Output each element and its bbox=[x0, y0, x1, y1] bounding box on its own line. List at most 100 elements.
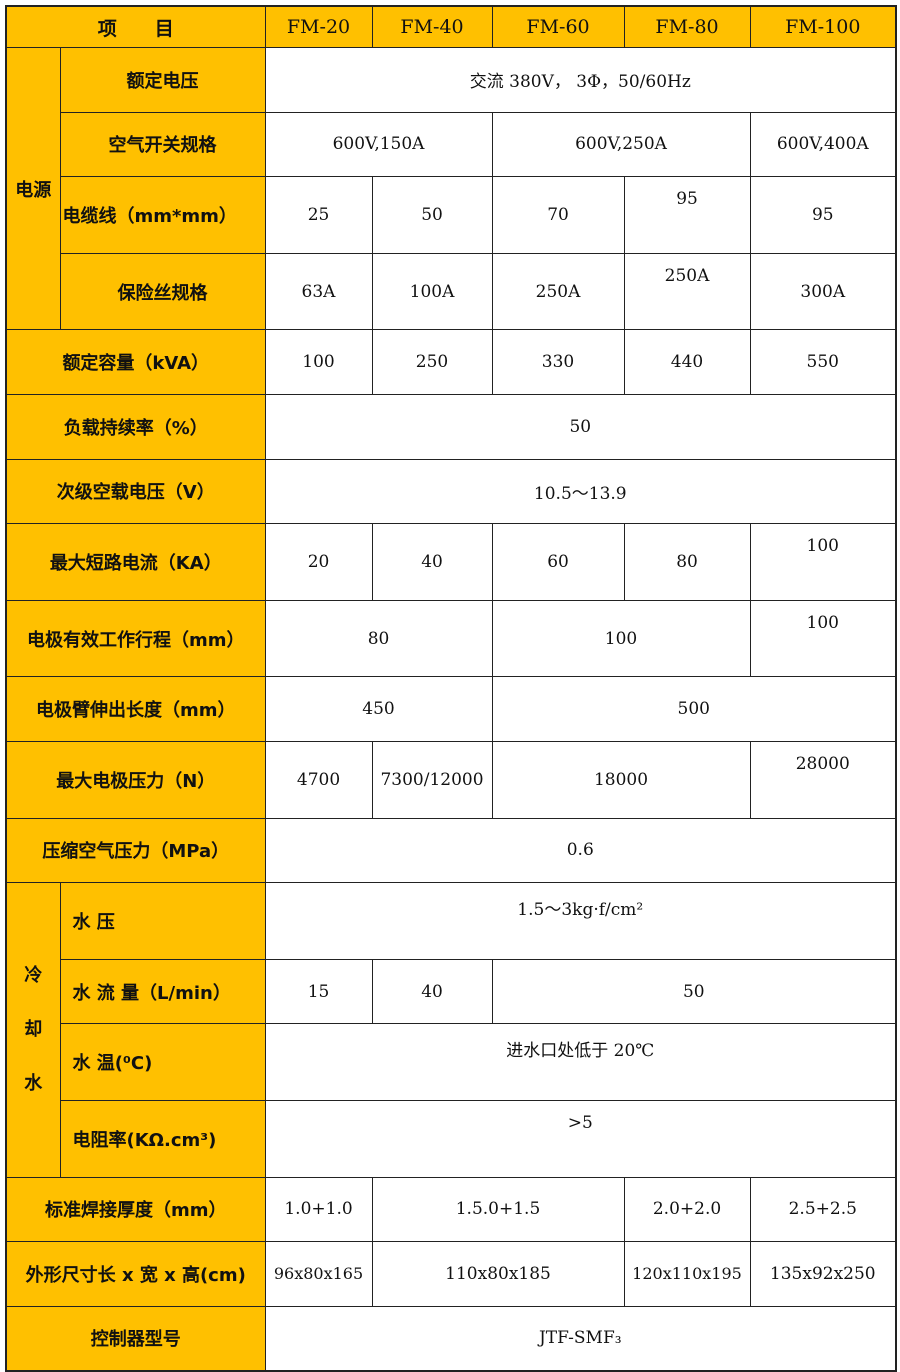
cell: 135x92x250 bbox=[749, 1241, 897, 1307]
cell: 120x110x195 bbox=[623, 1241, 751, 1307]
cell: 96x80x165 bbox=[264, 1241, 373, 1307]
row-label: 电缆线（mm*mm） bbox=[59, 176, 266, 254]
cell: 250A bbox=[623, 252, 751, 331]
cell: 20 bbox=[264, 523, 373, 601]
row-label: 额定电压 bbox=[59, 47, 266, 113]
cell: 28000 bbox=[749, 740, 897, 819]
table-row: 电极有效工作行程（mm） 80 100 100 bbox=[5, 599, 897, 678]
cell: 7300/12000 bbox=[371, 740, 493, 819]
spec-table: 项 目 FM-20 FM-40 FM-60 FM-80 FM-100 电源 额定… bbox=[5, 5, 898, 1372]
table-row: 电缆线（mm*mm） 25 50 70 95 95 bbox=[6, 176, 897, 254]
table-row: 电源 额定电压 交流 380V， 3Φ，50/60Hz bbox=[5, 46, 897, 331]
cell: 80 bbox=[264, 599, 493, 678]
table-row: 次级空载电压（V） 10.5～13.9 bbox=[5, 458, 897, 525]
cell: 0.6 bbox=[264, 817, 897, 884]
cell: 600V,250A bbox=[491, 111, 751, 178]
cell: 50 bbox=[491, 958, 897, 1025]
table-row: 控制器型号 JTF-SMF₃ bbox=[5, 1305, 897, 1372]
row-label: 额定容量（kVA） bbox=[5, 329, 266, 395]
table-row: 保险丝规格 63A 100A 250A 250A 300A bbox=[6, 252, 897, 331]
group-cooling: 冷 却 水 bbox=[5, 882, 61, 1178]
row-label: 负载持续率（%） bbox=[5, 393, 266, 460]
table-row: 外形尺寸长 x 宽 x 高(cm) 96x80x165 110x80x185 1… bbox=[5, 1241, 897, 1307]
cell: 100 bbox=[749, 523, 897, 601]
table-row: 负载持续率（%） 50 bbox=[5, 393, 897, 460]
row-label: 控制器型号 bbox=[5, 1305, 266, 1372]
cell: 100A bbox=[371, 252, 493, 331]
row-label: 最大短路电流（KA） bbox=[5, 523, 266, 601]
cell: >5 bbox=[264, 1099, 897, 1178]
table-row: 冷 却 水 水 压 1.5～3kg·f/cm² bbox=[5, 882, 897, 1178]
table-row: 电极臂伸出长度（mm） 450 500 bbox=[5, 676, 897, 742]
cell: 100 bbox=[264, 329, 373, 395]
row-label: 最大电极压力（N） bbox=[5, 740, 266, 819]
cell: 600V,400A bbox=[749, 111, 897, 178]
cell: 250A bbox=[491, 252, 625, 331]
cell: 100 bbox=[749, 599, 897, 678]
row-label: 电极臂伸出长度（mm） bbox=[5, 676, 266, 742]
cell: 70 bbox=[491, 176, 625, 254]
cell: 110x80x185 bbox=[371, 1241, 625, 1307]
table-row: 空气开关规格 600V,150A 600V,250A 600V,400A bbox=[6, 111, 897, 178]
cell: JTF-SMF₃ bbox=[264, 1305, 897, 1372]
table-row: 额定容量（kVA） 100 250 330 440 550 bbox=[5, 329, 897, 395]
cell: 63A bbox=[264, 252, 373, 331]
row-label: 水 温(⁰C) bbox=[59, 1023, 266, 1101]
cell: 1.5～3kg·f/cm² bbox=[264, 882, 897, 960]
cell: 2.0+2.0 bbox=[623, 1176, 751, 1243]
row-label: 水 流 量（L/min） bbox=[59, 958, 266, 1025]
cell: 330 bbox=[491, 329, 625, 395]
cell: 95 bbox=[623, 176, 751, 254]
row-label: 水 压 bbox=[59, 882, 266, 960]
header-model: FM-80 bbox=[623, 5, 751, 48]
table-row: 最大短路电流（KA） 20 40 60 80 100 bbox=[5, 523, 897, 601]
cell: 250 bbox=[371, 329, 493, 395]
row-label: 压缩空气压力（MPa） bbox=[5, 817, 266, 884]
cell: 300A bbox=[749, 252, 897, 331]
group-char: 水 bbox=[24, 1072, 43, 1094]
cell: 25 bbox=[264, 176, 373, 254]
cell: 50 bbox=[371, 176, 493, 254]
cell: 2.5+2.5 bbox=[749, 1176, 897, 1243]
cell: 50 bbox=[264, 393, 897, 460]
header-model: FM-40 bbox=[371, 5, 493, 48]
row-label: 电极有效工作行程（mm） bbox=[5, 599, 266, 678]
cell: 440 bbox=[623, 329, 751, 395]
cell: 95 bbox=[749, 176, 897, 254]
cell: 450 bbox=[264, 676, 493, 742]
table-row: 水 温(⁰C) 进水口处低于 20℃ bbox=[6, 1023, 897, 1101]
cell: 600V,150A bbox=[264, 111, 493, 178]
header-model: FM-100 bbox=[749, 5, 897, 48]
table-row: 最大电极压力（N） 4700 7300/12000 18000 28000 bbox=[5, 740, 897, 819]
row-label: 空气开关规格 bbox=[59, 111, 266, 178]
cell: 500 bbox=[491, 676, 897, 742]
cell: 1.0+1.0 bbox=[264, 1176, 373, 1243]
header-model: FM-20 bbox=[264, 5, 373, 48]
cell: 60 bbox=[491, 523, 625, 601]
table-row: 标准焊接厚度（mm） 1.0+1.0 1.5.0+1.5 2.0+2.0 2.5… bbox=[5, 1176, 897, 1243]
cell: 交流 380V， 3Φ，50/60Hz bbox=[264, 47, 897, 113]
row-label: 标准焊接厚度（mm） bbox=[5, 1176, 266, 1243]
table-row: 水 流 量（L/min） 15 40 50 bbox=[6, 958, 897, 1025]
row-label: 外形尺寸长 x 宽 x 高(cm) bbox=[5, 1241, 266, 1307]
cell: 4700 bbox=[264, 740, 373, 819]
cell: 40 bbox=[371, 958, 493, 1025]
row-label: 电阻率(KΩ.cm³) bbox=[59, 1099, 266, 1178]
cell: 10.5～13.9 bbox=[264, 458, 897, 525]
header-model: FM-60 bbox=[491, 5, 625, 48]
cell: 18000 bbox=[491, 740, 751, 819]
cell: 1.5.0+1.5 bbox=[371, 1176, 625, 1243]
header-row: 项 目 FM-20 FM-40 FM-60 FM-80 FM-100 bbox=[5, 5, 897, 48]
cell: 550 bbox=[749, 329, 897, 395]
group-char: 冷 bbox=[24, 964, 43, 986]
row-label: 次级空载电压（V） bbox=[5, 458, 266, 525]
cell: 80 bbox=[623, 523, 751, 601]
table-row: 电阻率(KΩ.cm³) >5 bbox=[6, 1099, 897, 1178]
header-item: 项 目 bbox=[5, 5, 266, 48]
row-label: 保险丝规格 bbox=[59, 252, 266, 331]
cell: 15 bbox=[264, 958, 373, 1025]
table-row: 压缩空气压力（MPa） 0.6 bbox=[5, 817, 897, 884]
cell: 100 bbox=[491, 599, 751, 678]
cell: 40 bbox=[371, 523, 493, 601]
cell: 进水口处低于 20℃ bbox=[264, 1023, 897, 1101]
